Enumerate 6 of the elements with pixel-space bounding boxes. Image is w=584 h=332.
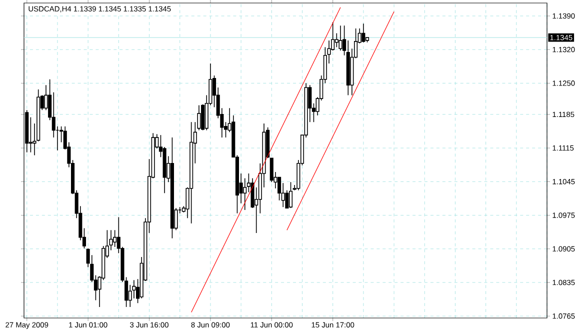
candlestick: [128, 284, 132, 308]
candlestick: [288, 182, 293, 208]
candlestick: [362, 23, 366, 43]
candlestick: [113, 230, 117, 248]
candlestick: [243, 178, 247, 210]
candlestick: [338, 25, 342, 51]
